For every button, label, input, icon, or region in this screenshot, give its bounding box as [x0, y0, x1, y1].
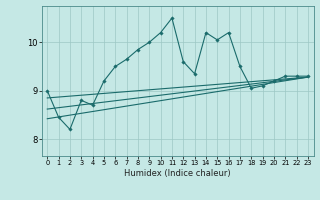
X-axis label: Humidex (Indice chaleur): Humidex (Indice chaleur)	[124, 169, 231, 178]
